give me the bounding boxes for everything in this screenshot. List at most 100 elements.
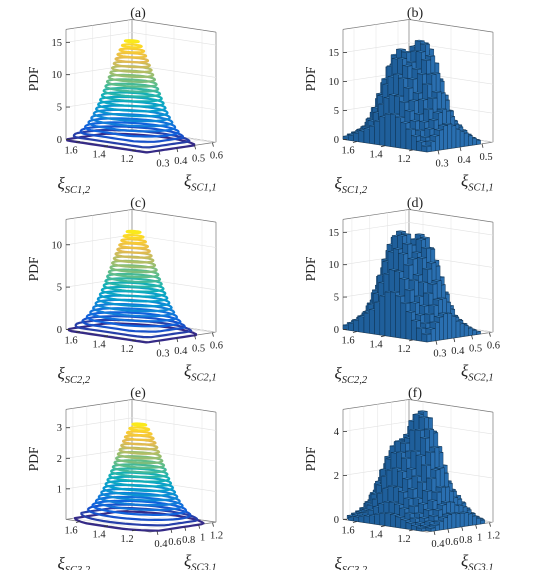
- z-tick-label: 5: [57, 103, 62, 114]
- bar-front: [455, 513, 461, 528]
- y-tick: [131, 149, 137, 152]
- y-tick-label: 1.6: [341, 146, 354, 157]
- bar-side: [379, 116, 386, 146]
- bar-top: [389, 268, 399, 271]
- bar-top: [446, 511, 456, 514]
- z-tick-label: 0: [57, 135, 62, 146]
- contour-level: [106, 272, 162, 284]
- z-tick-label: 2: [334, 471, 339, 482]
- contour-level: [72, 128, 191, 149]
- x-tick-label: 0.5: [469, 343, 482, 354]
- bar-top: [420, 135, 431, 138]
- z-tick-label: 15: [52, 38, 63, 49]
- bar-side: [379, 295, 386, 336]
- bar-top: [425, 140, 436, 143]
- y-tick: [103, 335, 109, 338]
- bar-top: [387, 485, 398, 488]
- bar-side: [363, 312, 370, 334]
- y-axis-label-base: ξ: [334, 364, 342, 383]
- contour-level: [104, 277, 163, 288]
- bar-top: [414, 428, 425, 431]
- z-axis-label: PDF: [303, 446, 318, 471]
- bar-top: [422, 489, 432, 492]
- bar-side: [384, 512, 391, 527]
- bar-front: [468, 513, 473, 527]
- bar-side: [390, 113, 396, 148]
- bar-top: [397, 470, 407, 473]
- x-tick-label: 0.6: [168, 537, 181, 548]
- bar-top: [416, 50, 426, 53]
- x-tick-label: 0.6: [210, 151, 223, 162]
- bar-top: [437, 297, 447, 300]
- y-tick-label: 1.2: [397, 154, 410, 165]
- x-tick-label: 0.6: [210, 341, 223, 352]
- bar-side: [384, 291, 391, 337]
- bar-top: [432, 111, 443, 114]
- bar-top: [398, 252, 408, 255]
- x-tick-label: 0.5: [192, 343, 205, 354]
- grid-line: [342, 421, 410, 432]
- bar-top: [430, 72, 441, 75]
- bar-top: [407, 487, 418, 490]
- bar-top: [425, 526, 436, 529]
- y-tick-label: 1.2: [120, 154, 133, 165]
- bar-top: [418, 281, 428, 284]
- y-axis-label-sub: SC3,2: [65, 565, 91, 570]
- bar-side: [353, 319, 360, 333]
- y-tick: [380, 145, 386, 148]
- bar-top: [417, 481, 427, 483]
- bar-side: [395, 516, 402, 529]
- bar-side: [384, 113, 391, 147]
- x-tick-label: 1.2: [487, 531, 500, 542]
- x-axis-label-sub: SC3,1: [191, 563, 216, 570]
- x-axis-label-sub: SC1,1: [468, 183, 493, 194]
- bar-top: [421, 246, 431, 249]
- histogram-bar: [416, 526, 427, 532]
- x-axis-label: ξSC3,1: [461, 552, 494, 570]
- x-axis-label-base: ξ: [461, 362, 469, 381]
- x-tick: [176, 337, 179, 343]
- bar-top: [414, 112, 424, 115]
- bar-front: [439, 129, 444, 151]
- y-tick-label: 1.4: [369, 530, 383, 541]
- bar-top: [416, 238, 426, 241]
- bar-top: [395, 515, 405, 518]
- bar-side: [358, 515, 365, 523]
- bar-top: [438, 312, 448, 315]
- bar-top: [424, 520, 435, 523]
- bar-top: [422, 267, 432, 270]
- x-tick: [176, 147, 179, 153]
- bar-top: [390, 113, 400, 116]
- bar-top: [431, 90, 442, 93]
- bar-top: [442, 122, 452, 125]
- bar-top: [406, 467, 417, 470]
- y-axis-label: ξSC2,2: [57, 364, 90, 386]
- contour-level: [84, 121, 180, 138]
- bar-front: [439, 316, 444, 341]
- z-tick-label: 0: [334, 325, 339, 336]
- contour-level: [111, 463, 167, 474]
- bar-top: [422, 83, 432, 86]
- bar-top: [429, 446, 440, 449]
- bar-front: [430, 328, 436, 342]
- panel-label: (f): [408, 386, 422, 401]
- x-tick: [459, 146, 462, 152]
- bar-top: [425, 54, 435, 57]
- bar-side: [390, 514, 396, 528]
- contour-level: [104, 82, 160, 93]
- x-tick-label: 0.3: [156, 159, 169, 170]
- contour-surface: [67, 229, 198, 344]
- bar-top: [399, 277, 410, 280]
- bar-top: [420, 524, 431, 527]
- z-tick-label: 10: [52, 70, 63, 81]
- x-tick: [447, 528, 450, 533]
- bar-top: [400, 441, 410, 444]
- contour-level: [85, 311, 182, 328]
- bar-side: [369, 125, 375, 145]
- y-axis-label: ξSC2,2: [334, 364, 367, 386]
- z-tick-label: 15: [329, 48, 340, 59]
- bar-front: [451, 125, 457, 149]
- bar-top: [425, 327, 436, 330]
- x-tick: [481, 143, 484, 148]
- bar-top: [421, 464, 431, 466]
